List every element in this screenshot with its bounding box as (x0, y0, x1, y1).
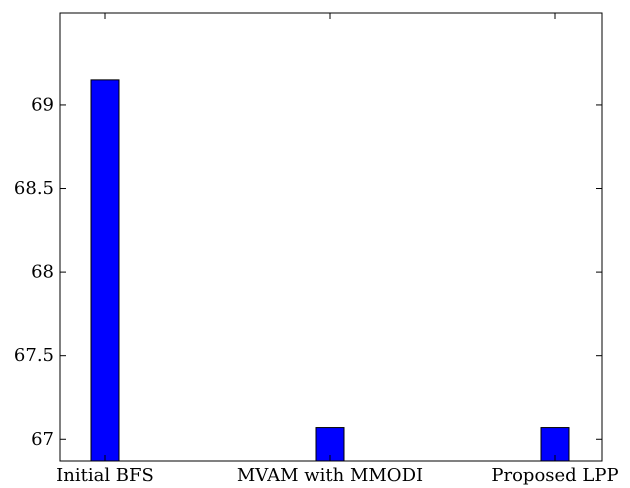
x-category-label-2: Proposed LPP (491, 465, 618, 486)
y-tick-label-4: 69 (31, 94, 54, 115)
y-tick-label-1: 67.5 (14, 345, 54, 366)
bars-layer (90, 79, 570, 462)
x-category-label-0: Initial BFS (56, 465, 154, 486)
bar-0 (90, 79, 120, 462)
y-tick-label-0: 67 (31, 429, 54, 450)
labels-layer: 67 67.5 68 68.5 69 Initial BFS MVAM with MMODI… (14, 94, 619, 486)
y-tick-label-2: 68 (31, 262, 54, 283)
x-category-label-1: MVAM with MMODI (237, 465, 423, 486)
plot-frame (59, 12, 603, 462)
ticks-layer (60, 13, 602, 461)
y-tick-label-3: 68.5 (14, 178, 54, 199)
